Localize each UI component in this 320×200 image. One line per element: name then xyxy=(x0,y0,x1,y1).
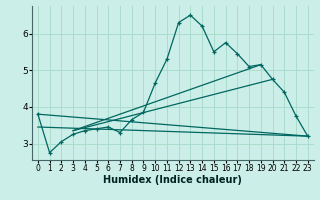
X-axis label: Humidex (Indice chaleur): Humidex (Indice chaleur) xyxy=(103,175,242,185)
